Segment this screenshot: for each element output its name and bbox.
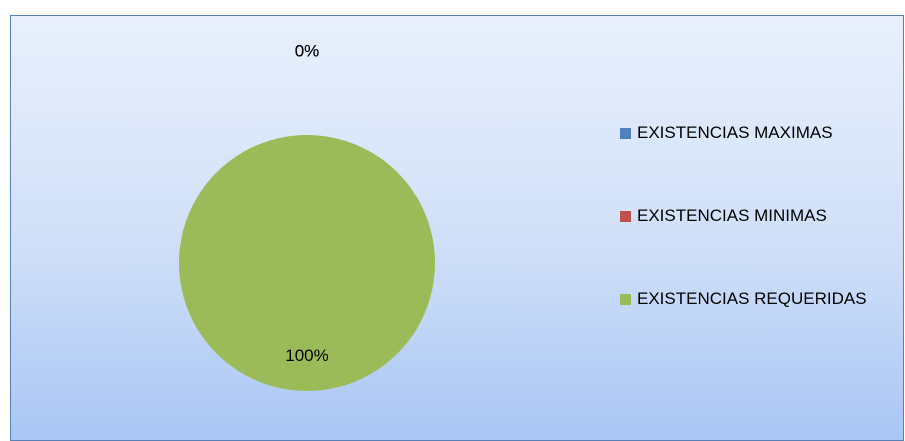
data-label: 0% bbox=[295, 41, 320, 60]
legend-swatch bbox=[620, 128, 631, 139]
legend-label: EXISTENCIAS MINIMAS bbox=[637, 206, 827, 225]
legend-label: EXISTENCIAS MAXIMAS bbox=[637, 123, 833, 142]
legend-item: EXISTENCIAS MINIMAS bbox=[620, 204, 882, 230]
legend-swatch bbox=[620, 294, 631, 305]
chart-area bbox=[10, 15, 904, 441]
legend-item: EXISTENCIAS REQUERIDAS bbox=[620, 287, 882, 313]
data-label: 0% bbox=[295, 41, 320, 60]
legend-swatch bbox=[620, 211, 631, 222]
pie-slice bbox=[179, 135, 435, 391]
legend-label: EXISTENCIAS REQUERIDAS bbox=[637, 289, 867, 308]
legend-item: EXISTENCIAS MAXIMAS bbox=[620, 121, 882, 147]
data-label: 100% bbox=[285, 346, 328, 365]
